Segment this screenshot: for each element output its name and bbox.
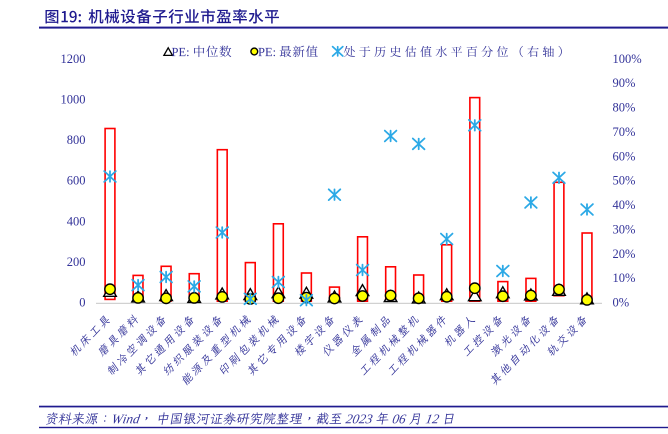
svg-text:60%: 60%: [613, 149, 636, 163]
svg-text:40%: 40%: [613, 198, 636, 212]
svg-text:1000: 1000: [61, 92, 86, 106]
svg-text:30%: 30%: [613, 223, 636, 237]
svg-text:80%: 80%: [613, 101, 636, 115]
svg-text:0%: 0%: [613, 296, 630, 310]
svg-text:10%: 10%: [613, 271, 636, 285]
svg-text:20%: 20%: [613, 247, 636, 261]
svg-text:50%: 50%: [613, 174, 636, 188]
svg-text:90%: 90%: [613, 76, 636, 90]
svg-text:100%: 100%: [613, 52, 642, 66]
svg-text:1200: 1200: [61, 52, 86, 66]
svg-text:70%: 70%: [613, 125, 636, 139]
svg-text:0: 0: [79, 296, 85, 310]
svg-text:200: 200: [67, 255, 86, 269]
svg-text:400: 400: [67, 214, 86, 228]
svg-text:600: 600: [67, 174, 86, 188]
svg-text:800: 800: [67, 133, 86, 147]
